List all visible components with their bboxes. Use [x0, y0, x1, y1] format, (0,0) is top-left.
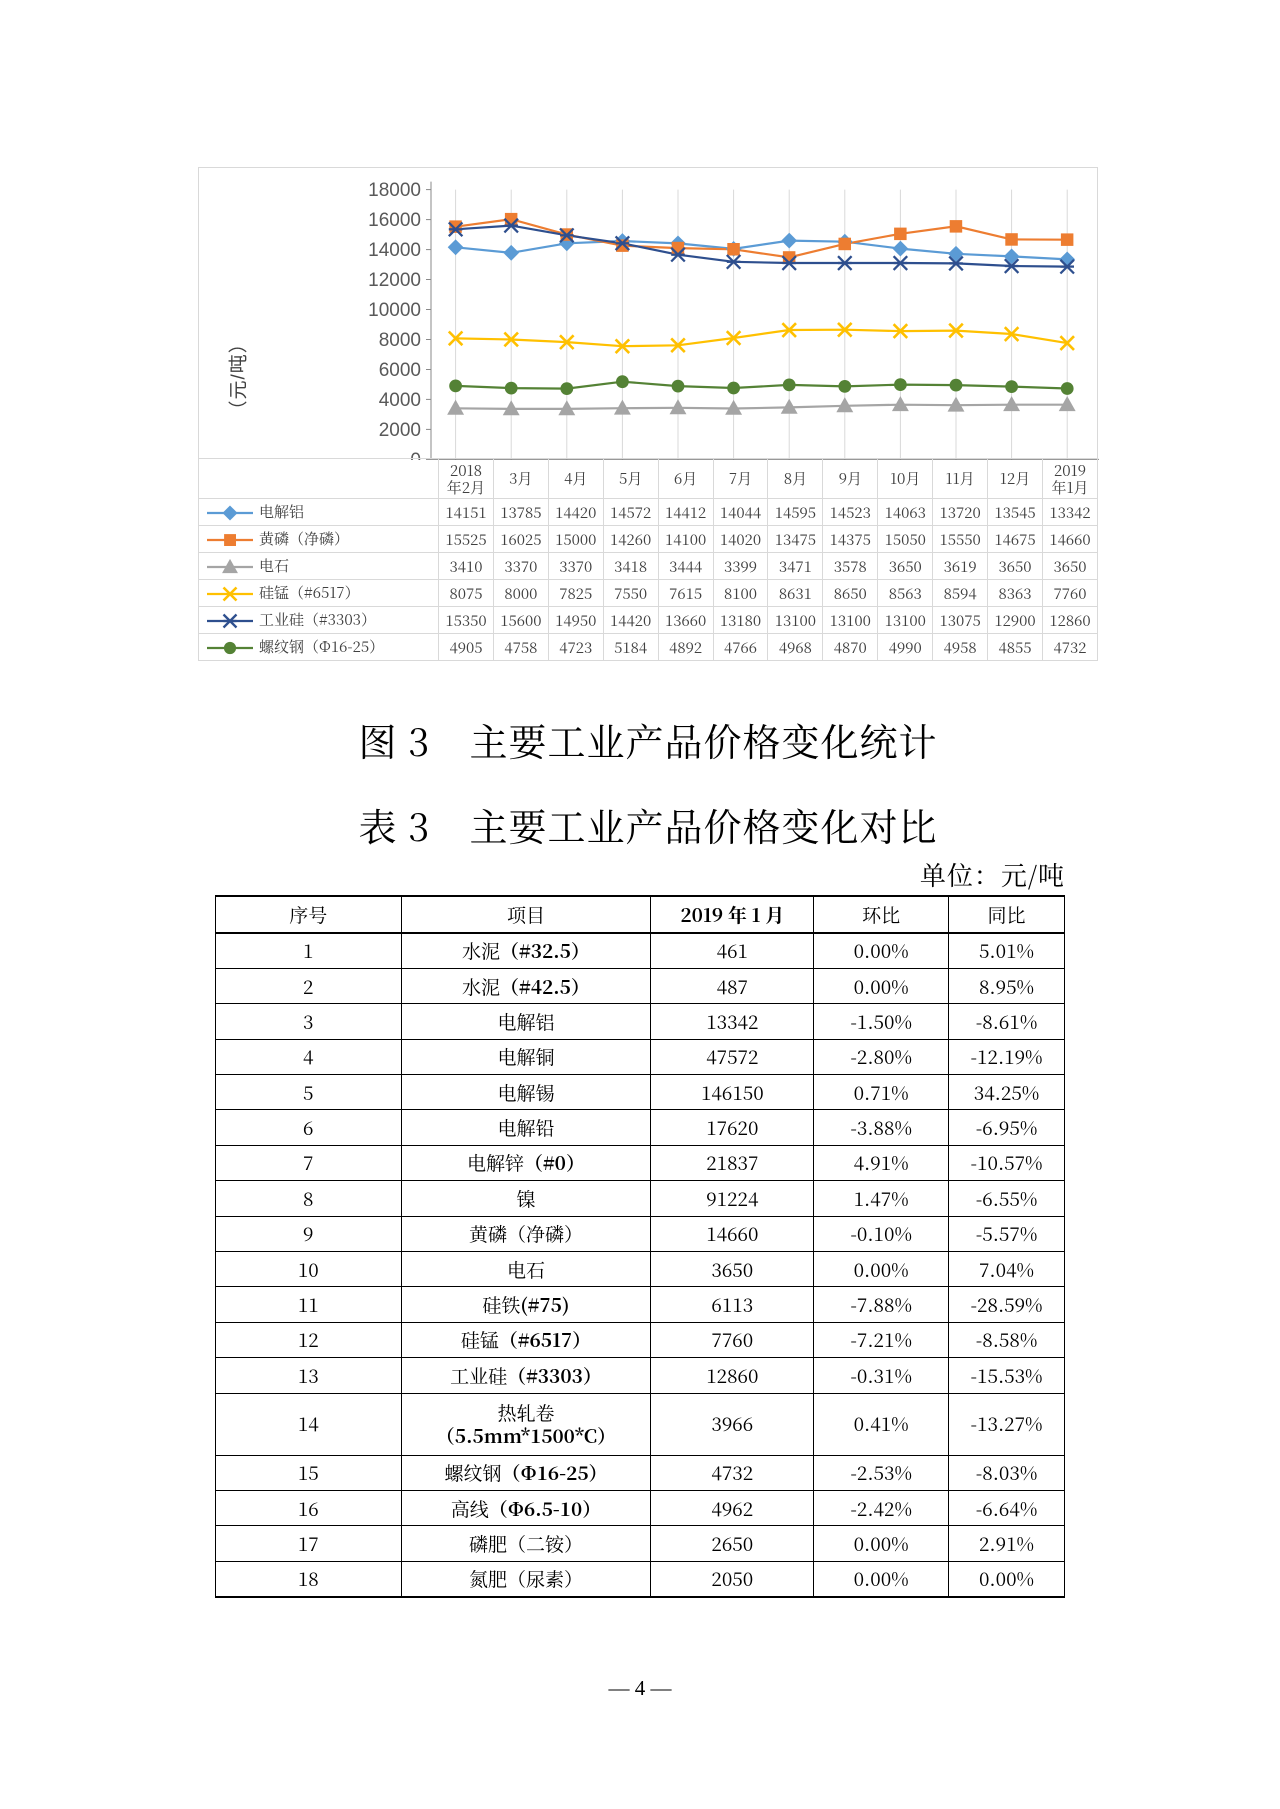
- svg-text:6000: 6000: [379, 360, 421, 381]
- svg-text:2000: 2000: [379, 420, 421, 441]
- svg-text:18000: 18000: [368, 180, 421, 201]
- svg-text:12000: 12000: [368, 270, 421, 291]
- svg-text:4000: 4000: [379, 390, 421, 411]
- svg-text:8000: 8000: [379, 330, 421, 351]
- svg-text:14000: 14000: [368, 240, 421, 261]
- svg-text:10000: 10000: [368, 300, 421, 321]
- svg-text:16000: 16000: [368, 210, 421, 231]
